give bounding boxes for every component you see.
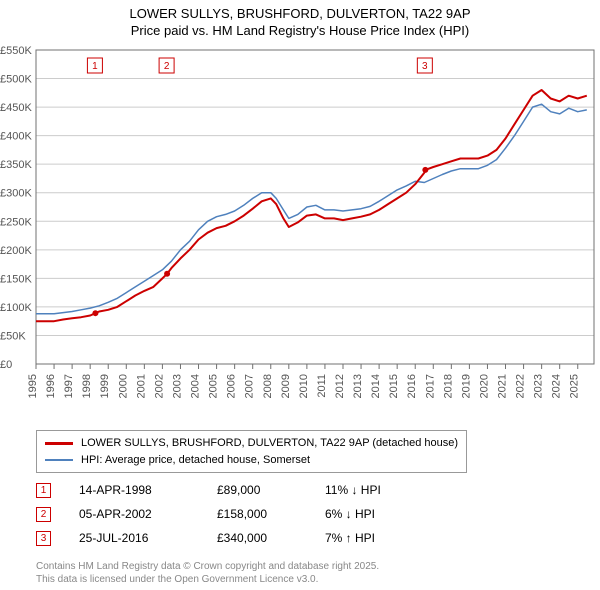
title-line-1: LOWER SULLYS, BRUSHFORD, DULVERTON, TA22… xyxy=(0,6,600,23)
marker-price: £158,000 xyxy=(217,507,297,521)
svg-text:2006: 2006 xyxy=(226,374,238,398)
svg-text:2015: 2015 xyxy=(388,374,400,398)
svg-text:2009: 2009 xyxy=(280,374,292,398)
svg-text:2003: 2003 xyxy=(171,374,183,398)
title-line-2: Price paid vs. HM Land Registry's House … xyxy=(0,23,600,40)
svg-text:£100K: £100K xyxy=(0,302,32,314)
svg-text:2010: 2010 xyxy=(298,374,310,398)
svg-text:£550K: £550K xyxy=(0,45,32,57)
footer-line-2: This data is licensed under the Open Gov… xyxy=(36,573,379,586)
svg-text:£400K: £400K xyxy=(0,131,32,143)
marker-badge-1: 1 xyxy=(36,483,51,498)
svg-text:2007: 2007 xyxy=(244,374,256,398)
svg-text:2025: 2025 xyxy=(569,374,581,398)
chart-area: £0 £50K £100K £150K £200K £250K £300K £350K £400… xyxy=(0,44,600,420)
svg-text:2020: 2020 xyxy=(478,374,490,398)
chart-container: { "title_line1": "LOWER SULLYS, BRUSHFOR… xyxy=(0,0,600,590)
legend-item: LOWER SULLYS, BRUSHFORD, DULVERTON, TA22… xyxy=(45,435,458,452)
legend-swatch-blue xyxy=(45,459,73,461)
legend-item: HPI: Average price, detached house, Some… xyxy=(45,452,458,469)
svg-text:2017: 2017 xyxy=(424,374,436,398)
legend-swatch-red xyxy=(45,442,73,445)
svg-text:2002: 2002 xyxy=(153,374,165,398)
svg-text:2008: 2008 xyxy=(262,374,274,398)
svg-text:2018: 2018 xyxy=(442,374,454,398)
marker-row: 2 05-APR-2002 £158,000 6% ↓ HPI xyxy=(36,502,415,526)
svg-text:£500K: £500K xyxy=(0,74,32,86)
svg-text:2000: 2000 xyxy=(117,374,129,398)
svg-text:2004: 2004 xyxy=(190,374,202,398)
svg-text:2022: 2022 xyxy=(515,374,527,398)
svg-text:2012: 2012 xyxy=(334,374,346,398)
svg-text:£50K: £50K xyxy=(0,330,26,342)
svg-text:1: 1 xyxy=(92,61,98,72)
marker-badge-2: 2 xyxy=(36,507,51,522)
legend-label: HPI: Average price, detached house, Some… xyxy=(81,452,310,469)
footer-attribution: Contains HM Land Registry data © Crown c… xyxy=(36,560,379,586)
svg-text:2: 2 xyxy=(164,61,170,72)
marker-delta: 6% ↓ HPI xyxy=(325,507,415,521)
marker-price: £89,000 xyxy=(217,483,297,497)
marker-row: 3 25-JUL-2016 £340,000 7% ↑ HPI xyxy=(36,526,415,550)
marker-date: 14-APR-1998 xyxy=(79,483,189,497)
svg-text:2014: 2014 xyxy=(370,374,382,398)
marker-delta: 11% ↓ HPI xyxy=(325,483,415,497)
svg-text:2013: 2013 xyxy=(352,374,364,398)
svg-text:2005: 2005 xyxy=(208,374,220,398)
svg-text:1995: 1995 xyxy=(27,374,39,398)
svg-text:2011: 2011 xyxy=(316,374,328,398)
svg-text:2019: 2019 xyxy=(460,374,472,398)
svg-text:1997: 1997 xyxy=(63,374,75,398)
svg-text:2001: 2001 xyxy=(135,374,147,398)
svg-text:£150K: £150K xyxy=(0,273,32,285)
marker-date: 05-APR-2002 xyxy=(79,507,189,521)
marker-date: 25-JUL-2016 xyxy=(79,531,189,545)
svg-text:2024: 2024 xyxy=(551,374,563,398)
chart-svg: £0 £50K £100K £150K £200K £250K £300K £350K £400… xyxy=(0,44,600,420)
svg-text:£250K: £250K xyxy=(0,216,32,228)
legend-label: LOWER SULLYS, BRUSHFORD, DULVERTON, TA22… xyxy=(81,435,458,452)
marker-row: 1 14-APR-1998 £89,000 11% ↓ HPI xyxy=(36,478,415,502)
svg-text:£200K: £200K xyxy=(0,245,32,257)
svg-text:£450K: £450K xyxy=(0,102,32,114)
svg-text:2023: 2023 xyxy=(533,374,545,398)
svg-text:1999: 1999 xyxy=(99,374,111,398)
marker-table: 1 14-APR-1998 £89,000 11% ↓ HPI 2 05-APR… xyxy=(36,478,415,550)
svg-text:2021: 2021 xyxy=(497,374,509,398)
marker-delta: 7% ↑ HPI xyxy=(325,531,415,545)
marker-price: £340,000 xyxy=(217,531,297,545)
svg-text:1996: 1996 xyxy=(45,374,57,398)
svg-text:£300K: £300K xyxy=(0,188,32,200)
svg-text:£0: £0 xyxy=(0,359,12,371)
svg-text:3: 3 xyxy=(422,61,428,72)
svg-text:2016: 2016 xyxy=(406,374,418,398)
svg-text:1998: 1998 xyxy=(81,374,93,398)
chart-title: LOWER SULLYS, BRUSHFORD, DULVERTON, TA22… xyxy=(0,0,600,40)
footer-line-1: Contains HM Land Registry data © Crown c… xyxy=(36,560,379,573)
legend: LOWER SULLYS, BRUSHFORD, DULVERTON, TA22… xyxy=(36,430,467,473)
marker-badge-3: 3 xyxy=(36,531,51,546)
svg-text:£350K: £350K xyxy=(0,159,32,171)
